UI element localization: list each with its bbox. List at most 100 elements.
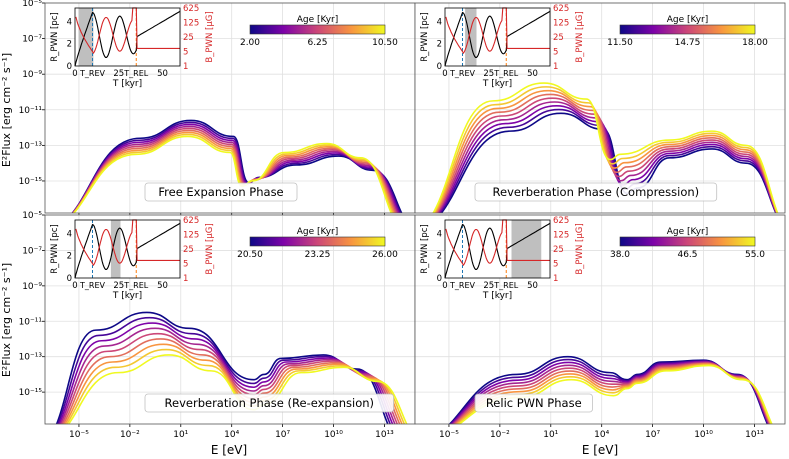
inset-radius-curve <box>74 222 181 279</box>
inset-x-tick: 50 <box>527 281 538 291</box>
colorbar-tick-min: 11.50 <box>607 38 633 48</box>
x-tick-label: 10¹⁰ <box>694 430 713 440</box>
inset-left-label: R_PWN [pc] <box>50 224 60 273</box>
series-line-age-17.19 <box>432 86 779 213</box>
inset-right-label: B_PWN [μG] <box>575 223 585 274</box>
colorbar-gradient <box>249 24 386 35</box>
colorbar-title: Age [Kyr] <box>667 227 709 237</box>
phase-label: Reverberation Phase (Compression) <box>474 182 718 202</box>
inset-trel-label: T_REL <box>123 69 149 78</box>
inset-x-tick: 0 <box>442 69 447 79</box>
inset-right-tick: 1 <box>553 62 558 72</box>
inset-x-tick: 0 <box>72 281 77 291</box>
inset-field-curve <box>445 7 550 55</box>
inset-right-label: B_PWN [μG] <box>205 223 215 274</box>
inset-left-tick: 0 <box>437 274 442 284</box>
inset-frame <box>444 7 551 67</box>
colorbar-tick-min: 20.50 <box>237 250 263 260</box>
inset-x-tick: 50 <box>157 281 168 291</box>
colorbar-title: Age [Kyr] <box>297 227 339 237</box>
inset-right-tick: 625 <box>183 4 199 14</box>
inset-frame <box>444 219 551 279</box>
phase-label-box <box>144 393 395 413</box>
inset-x-tick: 25 <box>483 281 494 291</box>
inset-field-curve <box>75 7 180 55</box>
y-axis-label-top: E²Flux [erg cm⁻² s⁻¹] <box>0 53 13 167</box>
x-axis-label-left: E [eV] <box>211 443 247 457</box>
x-tick-label: 10⁷ <box>275 430 290 440</box>
inset-area <box>75 220 180 278</box>
phase-label-text: Reverberation Phase (Re-expansion) <box>165 396 374 410</box>
inset-field-curve <box>445 219 550 267</box>
inset-trel-label: T_REL <box>493 281 519 290</box>
y-tick-label: 10⁻¹¹ <box>19 317 43 327</box>
inset-left-tick: 2 <box>437 252 442 262</box>
colorbar-tick-max: 10.50 <box>372 38 398 48</box>
inset-left-tick: 0 <box>437 62 442 72</box>
x-tick-label: 10⁷ <box>645 430 660 440</box>
y-tick-label: 10⁻⁵ <box>22 0 42 9</box>
y-tick-label: 10⁻⁵ <box>22 211 42 221</box>
phase-label-box <box>144 182 298 202</box>
inset-left-tick: 2 <box>67 252 72 262</box>
x-tick-label: 10¹ <box>543 430 558 440</box>
series-line-age-13.94 <box>436 101 778 213</box>
inset-right-tick: 125 <box>183 231 199 241</box>
inset-trel-label: T_REL <box>493 69 519 78</box>
inset-right-tick: 5 <box>553 48 558 58</box>
colorbar: Age [Kyr] 20.50 23.25 26.00 <box>237 227 398 260</box>
inset-right-tick: 125 <box>183 19 199 29</box>
y-tick-label: 10⁻¹¹ <box>19 106 43 116</box>
inset-x-tick: 50 <box>527 69 538 79</box>
inset-left-label: R_PWN [pc] <box>420 12 430 61</box>
phase-label-box <box>474 393 593 413</box>
y-tick-label: 10⁻⁷ <box>22 246 42 256</box>
y-tick-label: 10⁻¹³ <box>19 353 43 363</box>
y-tick-label: 10⁻¹³ <box>19 141 43 151</box>
colorbar-gradient <box>619 24 756 35</box>
inset-x-tick: 25 <box>113 281 124 291</box>
colorbar-title: Age [Kyr] <box>297 15 339 25</box>
y-tick-label: 10⁻¹⁵ <box>19 177 43 187</box>
inset-shaded-age-range <box>465 8 477 66</box>
inset-left-tick: 2 <box>67 40 72 50</box>
series-line-age-18 <box>432 82 779 213</box>
plot-frame <box>414 2 786 214</box>
series-group <box>448 355 773 424</box>
phase-label: Free Expansion Phase <box>144 182 298 202</box>
inset-right-tick: 25 <box>183 245 194 255</box>
colorbar: Age [Kyr] 11.50 14.75 18.00 <box>607 15 768 48</box>
phase-label-text: Free Expansion Phase <box>158 185 283 199</box>
x-tick-label: 10⁻⁵ <box>439 430 459 440</box>
inset-radius-curve <box>74 10 181 67</box>
panel-top-right: Reverberation Phase (Compression) Age [Ky… <box>414 2 786 214</box>
colorbar-tick-mid: 23.25 <box>305 250 331 260</box>
series-line-age-16.38 <box>433 89 779 213</box>
inset-right-tick: 5 <box>183 48 188 58</box>
y-tick-label: 10⁻⁷ <box>22 35 42 45</box>
inset-x-label: T [kyr] <box>482 79 512 89</box>
x-tick-label: 10⁻² <box>120 430 140 440</box>
panels: 10⁻⁵ 10⁻² 10¹ 10⁴ 10⁷ 10¹⁰ 10¹³ 10⁻¹⁵ 10⁻¹³ 10⁻¹¹… <box>19 0 786 440</box>
inset-right-tick: 1 <box>553 274 558 284</box>
x-tick-label: 10⁻² <box>490 430 510 440</box>
inset-left-tick: 0 <box>67 274 72 284</box>
colorbar-tick-mid: 46.5 <box>677 250 697 260</box>
inset-left-label: R_PWN [pc] <box>50 12 60 61</box>
inset-frame <box>74 7 181 67</box>
inset-right-tick: 25 <box>553 245 564 255</box>
inset-left-tick: 4 <box>437 229 442 239</box>
x-axis-label-right: E [eV] <box>582 443 618 457</box>
phase-label: Reverberation Phase (Re-expansion) <box>144 393 395 413</box>
colorbar-tick-mid: 14.75 <box>675 38 701 48</box>
inset-trev-label: T_REV <box>79 281 106 290</box>
inset-x-tick: 25 <box>483 69 494 79</box>
inset-field-curve <box>75 219 180 267</box>
phase-label-text: Reverberation Phase (Compression) <box>493 185 700 199</box>
inset-right-label: B_PWN [μG] <box>205 11 215 62</box>
series-line-age-14.75 <box>435 97 778 213</box>
inset-right-tick: 1 <box>183 62 188 72</box>
panel-bottom-right: 10⁻⁵ 10⁻² 10¹ 10⁴ 10⁷ 10¹⁰ 10¹³ Relic PWN Phase… <box>414 214 786 440</box>
y-tick-label: 10⁻⁹ <box>22 282 42 292</box>
